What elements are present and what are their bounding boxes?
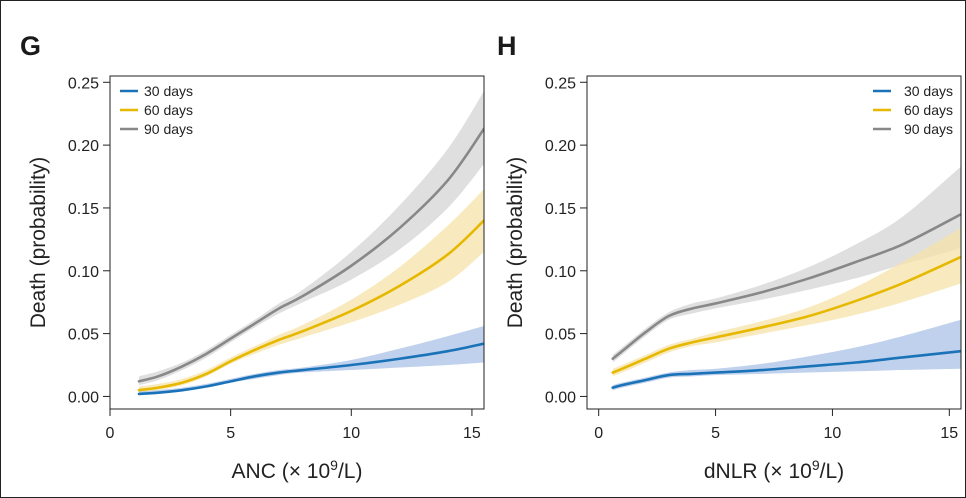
legend-label-90-days: 90 days bbox=[144, 121, 193, 137]
y-tick-label: 0.15 bbox=[68, 201, 99, 218]
x-tick-label: 10 bbox=[824, 425, 842, 442]
x-axis-title-h: dNLR (× 109/L) bbox=[704, 457, 844, 483]
y-tick-label: 0.00 bbox=[68, 389, 99, 406]
y-axis-ticks-h: 0.00 0.05 0.10 0.15 0.20 0.25 bbox=[545, 75, 587, 406]
x-axis-ticks-g: 0 5 10 15 bbox=[106, 409, 481, 442]
panel-letter-g: G bbox=[20, 31, 41, 61]
x-axis-title-end: /L) bbox=[820, 460, 845, 483]
plot-area-h bbox=[586, 75, 962, 410]
y-tick-label: 0.10 bbox=[68, 264, 99, 281]
confidence-band-30-days bbox=[612, 319, 961, 391]
x-axis-title-sup: 9 bbox=[330, 457, 338, 473]
panel-h: H 0 5 10 15 0.00 0.05 0.10 0.15 0.20 0.25 dNLR (… bbox=[497, 31, 962, 483]
series-line-60-days bbox=[137, 219, 484, 392]
legend-g: 30 days 60 days 90 days bbox=[120, 83, 193, 137]
x-tick-label: 15 bbox=[463, 425, 481, 442]
y-tick-label: 0.05 bbox=[68, 327, 99, 344]
series-line-90-days bbox=[611, 212, 961, 361]
y-axis-title-h: Death (probability) bbox=[504, 157, 527, 329]
confidence-bands-g bbox=[138, 91, 484, 396]
x-axis-title-main: ANC (× 10 bbox=[232, 460, 331, 483]
y-tick-label: 0.20 bbox=[68, 138, 99, 155]
x-tick-label: 5 bbox=[226, 425, 235, 442]
x-tick-label: 0 bbox=[106, 425, 115, 442]
y-tick-label: 0.25 bbox=[545, 75, 576, 92]
confidence-band-60-days bbox=[612, 228, 961, 377]
y-tick-label: 0.10 bbox=[545, 264, 576, 281]
x-axis-title-main: dNLR (× 10 bbox=[704, 460, 812, 483]
series-lines-h bbox=[611, 212, 961, 389]
legend-label-60-days: 60 days bbox=[904, 102, 953, 118]
series-lines-g bbox=[137, 127, 484, 396]
legend-label-60-days: 60 days bbox=[144, 102, 193, 118]
legend-label-90-days: 90 days bbox=[904, 121, 953, 137]
series-line-90-days bbox=[137, 127, 484, 383]
series-line-30-days bbox=[137, 342, 484, 396]
y-axis-title-g: Death (probability) bbox=[27, 157, 50, 329]
plot-area-g bbox=[109, 75, 485, 410]
confidence-band-60-days bbox=[138, 189, 484, 393]
panel-g: G 0 5 10 15 0.00 0.05 0.10 0.15 0.20 0.25 ANC (×… bbox=[20, 31, 485, 483]
x-tick-label: 15 bbox=[940, 425, 958, 442]
y-tick-label: 0.00 bbox=[545, 389, 576, 406]
y-tick-label: 0.25 bbox=[68, 75, 99, 92]
y-axis-ticks-g: 0.00 0.05 0.10 0.15 0.20 0.25 bbox=[68, 75, 110, 406]
x-axis-title-g: ANC (× 109/L) bbox=[232, 457, 363, 483]
y-tick-label: 0.20 bbox=[545, 138, 576, 155]
y-tick-label: 0.15 bbox=[545, 201, 576, 218]
x-axis-title-end: /L) bbox=[338, 460, 363, 483]
confidence-band-90-days bbox=[612, 166, 961, 363]
x-tick-label: 5 bbox=[711, 425, 720, 442]
x-axis-title-sup: 9 bbox=[812, 457, 820, 473]
x-tick-label: 0 bbox=[594, 425, 603, 442]
legend-h: 30 days 60 days 90 days bbox=[873, 83, 953, 137]
legend-label-30-days: 30 days bbox=[144, 83, 193, 99]
panel-letter-h: H bbox=[497, 31, 517, 61]
x-tick-label: 10 bbox=[342, 425, 360, 442]
y-tick-label: 0.05 bbox=[545, 327, 576, 344]
confidence-band-30-days bbox=[138, 326, 484, 396]
series-line-30-days bbox=[611, 349, 961, 389]
x-axis-ticks-h: 0 5 10 15 bbox=[594, 409, 958, 442]
legend-label-30-days: 30 days bbox=[904, 83, 953, 99]
series-line-60-days bbox=[611, 255, 961, 374]
